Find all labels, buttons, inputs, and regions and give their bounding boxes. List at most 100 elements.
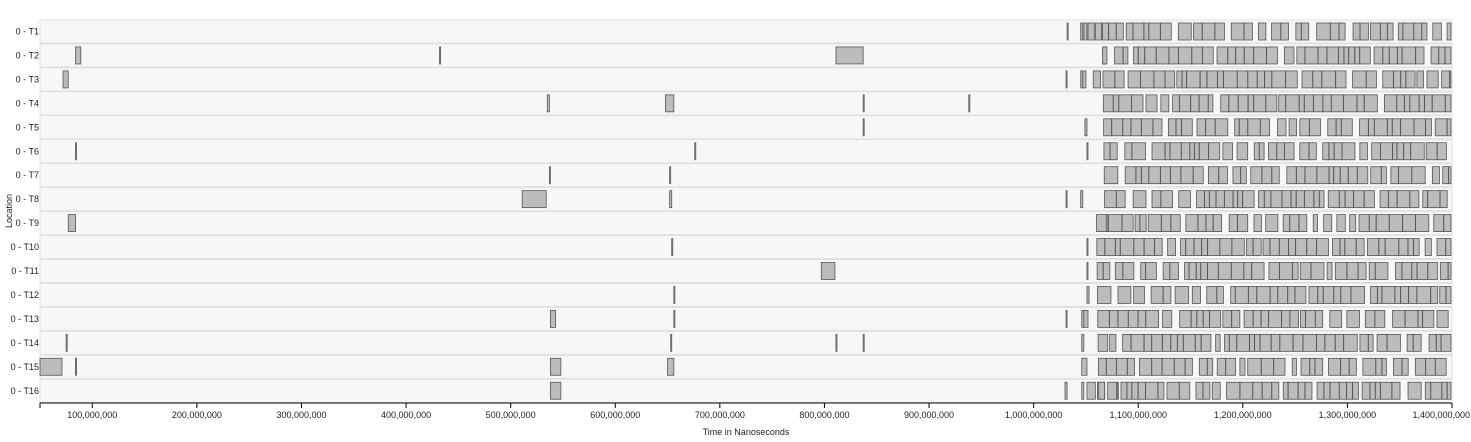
activity-bar [1083, 309, 1089, 328]
activity-bar [1326, 46, 1339, 65]
activity-bar [1160, 190, 1173, 209]
activity-bar [1430, 46, 1440, 65]
activity-bar [1200, 262, 1208, 280]
activity-bar [1167, 238, 1177, 256]
activity-bar [1259, 333, 1272, 352]
activity-bar [1254, 333, 1261, 352]
lane-label: 0 - T4 [16, 98, 39, 108]
activity-bar [1097, 286, 1112, 304]
activity-bar [1258, 142, 1265, 161]
activity-bar [1232, 190, 1238, 209]
activity-bar [1185, 214, 1199, 233]
activity-bar [1422, 309, 1435, 328]
activity-bar [1132, 190, 1147, 209]
activity-bar [1216, 46, 1229, 65]
activity-bar [1396, 142, 1404, 161]
activity-bar [1270, 333, 1281, 352]
activity-bar [1339, 166, 1349, 185]
activity-bar [1116, 190, 1126, 209]
activity-bar [1234, 118, 1240, 137]
activity-bar [1407, 381, 1422, 400]
activity-bar [1148, 166, 1161, 185]
activity-bar [1355, 238, 1365, 256]
activity-bar [1124, 166, 1137, 185]
activity-bar [1065, 309, 1068, 328]
activity-bar [550, 381, 562, 400]
activity-bar [1162, 309, 1173, 328]
activity-bar [1184, 357, 1193, 376]
activity-bar [1329, 309, 1343, 328]
x-tick-label: 200,000,000 [172, 410, 222, 420]
activity-bar [1328, 142, 1335, 161]
activity-bar [1407, 238, 1414, 256]
activity-bar [1239, 357, 1246, 376]
activity-bar [1379, 190, 1389, 209]
activity-bar [1340, 286, 1352, 304]
activity-bar [1222, 142, 1233, 161]
activity-bar [1102, 94, 1114, 113]
activity-bar [1122, 118, 1132, 137]
activity-bar [1132, 22, 1145, 41]
activity-bar [1413, 238, 1420, 256]
activity-bar [1170, 166, 1182, 185]
activity-bar [1276, 142, 1285, 161]
activity-bar [1340, 118, 1353, 137]
x-tick-label: 400,000,000 [381, 410, 431, 420]
activity-bar [835, 333, 838, 352]
x-tick-label: 700,000,000 [695, 410, 745, 420]
activity-bar [1235, 286, 1249, 304]
lane-label: 0 - T6 [16, 146, 39, 156]
activity-bar [1216, 286, 1224, 304]
activity-bar [1362, 357, 1377, 376]
activity-bar [1348, 357, 1357, 376]
activity-bar [1179, 309, 1192, 328]
activity-bar [1198, 142, 1209, 161]
activity-bar [1433, 214, 1445, 233]
activity-bar [1065, 190, 1068, 209]
activity-bar [1282, 381, 1289, 400]
activity-bar [1252, 238, 1262, 256]
activity-bar [1097, 357, 1107, 376]
activity-bar [1160, 22, 1172, 41]
activity-bar [1430, 286, 1439, 304]
activity-bar [1236, 333, 1250, 352]
activity-bar [1329, 381, 1340, 400]
activity-bar [1438, 46, 1446, 65]
activity-bar [1170, 214, 1181, 233]
activity-bar [1404, 309, 1419, 328]
activity-bar [1083, 22, 1088, 41]
activity-bar [1335, 118, 1342, 137]
activity-bar [1209, 309, 1222, 328]
activity-bar [1367, 333, 1374, 352]
activity-bar [1346, 309, 1360, 328]
lane-label: 0 - T14 [11, 338, 39, 348]
activity-bar [1353, 190, 1365, 209]
activity-bar [1131, 142, 1146, 161]
activity-bar [1444, 94, 1452, 113]
activity-bar [1386, 333, 1401, 352]
activity-bar [1202, 381, 1211, 400]
activity-bar [1205, 118, 1216, 137]
activity-bar [1245, 238, 1254, 256]
activity-bar [1285, 94, 1300, 113]
activity-bar [1357, 262, 1367, 280]
activity-bar [1300, 309, 1306, 328]
activity-bar [1108, 214, 1123, 233]
activity-bar [1252, 381, 1263, 400]
activity-bar [1359, 118, 1369, 137]
activity-bar [1338, 46, 1345, 65]
activity-bar [1377, 286, 1383, 304]
activity-bar [1215, 190, 1225, 209]
activity-bar [1370, 22, 1381, 41]
activity-bar [1393, 70, 1402, 89]
activity-bar [1193, 22, 1203, 41]
activity-bar [1117, 286, 1132, 304]
activity-bar [1322, 286, 1335, 304]
activity-bar [1441, 70, 1450, 89]
activity-bar [1439, 286, 1447, 304]
activity-bar [1230, 22, 1245, 41]
activity-bar [1261, 381, 1273, 400]
activity-bar [1417, 309, 1423, 328]
activity-bar [1135, 166, 1142, 185]
activity-bar [1253, 94, 1267, 113]
